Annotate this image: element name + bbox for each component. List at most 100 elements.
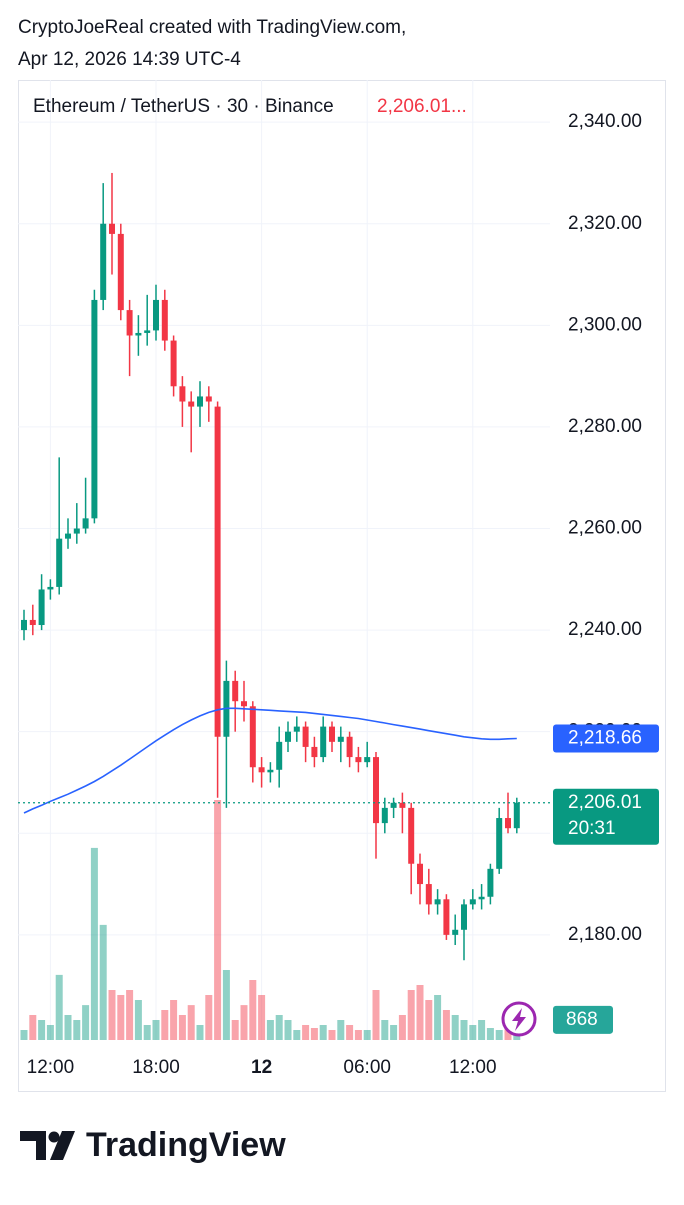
candle-body <box>100 223 107 300</box>
overlays <box>18 707 550 814</box>
candle-body <box>109 223 115 234</box>
volume-bar <box>451 1015 459 1040</box>
candle-body <box>38 589 45 626</box>
volume-bar <box>319 1025 327 1040</box>
candle-body <box>56 538 63 587</box>
candle-body <box>355 757 362 763</box>
volume-bar <box>469 1025 477 1040</box>
volume-bar <box>55 974 63 1040</box>
candle-body <box>417 863 423 885</box>
legend-symbol: Ethereum / TetherUS · 30 · Binance <box>33 96 334 117</box>
volume-bar <box>390 1025 398 1040</box>
candle-body <box>337 736 344 742</box>
volume-bar <box>222 970 230 1040</box>
candle-body <box>73 528 80 534</box>
countdown-label: 20:31 <box>568 818 616 839</box>
candle-body <box>285 731 291 742</box>
volume-bar <box>434 995 442 1040</box>
candle-body <box>478 896 485 900</box>
candle-body <box>390 802 397 808</box>
x-tick-label: 12:00 <box>449 1057 497 1078</box>
ma-line <box>23 707 517 814</box>
volume-label: 868 <box>566 1009 598 1030</box>
chart-frame <box>18 80 666 1092</box>
volume-bar <box>108 990 116 1040</box>
candle-body <box>364 757 371 763</box>
ma-price-box <box>553 724 659 753</box>
candle-body <box>197 396 203 407</box>
candle-body <box>135 332 142 336</box>
candle-body <box>434 899 441 905</box>
candle-body <box>126 310 133 336</box>
volume-bar <box>143 1025 151 1040</box>
candle-body <box>65 533 71 539</box>
volume-bar <box>302 1025 310 1040</box>
candle-body <box>249 706 256 768</box>
candle-body <box>179 386 186 402</box>
volume-bar <box>363 1030 371 1040</box>
candle-body <box>117 233 124 311</box>
volume-bar <box>372 990 380 1040</box>
volume-bar <box>82 1005 90 1040</box>
candle-body <box>399 802 406 808</box>
volume-bar <box>478 1020 486 1040</box>
candle-body <box>258 767 265 773</box>
volume-bar <box>495 1030 503 1040</box>
candle-body <box>425 884 432 905</box>
volume-bar <box>240 1005 248 1040</box>
volume-bar <box>425 1000 433 1040</box>
volume-bar <box>442 1010 450 1040</box>
y-tick-label: 2,180.00 <box>568 924 642 945</box>
ma-price-label: 2,218.66 <box>568 728 642 749</box>
volume-bar <box>381 1020 389 1040</box>
last-price-label: 2,206.01 <box>568 792 642 813</box>
candle-body <box>496 818 503 869</box>
volume-bar <box>99 924 107 1040</box>
volume-bar <box>407 990 415 1040</box>
volume-bar <box>231 1020 239 1040</box>
volume-bar <box>64 1015 72 1040</box>
lightning-icon <box>501 1001 537 1037</box>
candle-body <box>91 299 98 519</box>
x-tick-label: 06:00 <box>343 1057 391 1078</box>
candle-body <box>161 299 168 341</box>
volume-bar <box>258 995 266 1040</box>
volume-bar <box>20 1030 28 1040</box>
candle-body <box>82 518 89 529</box>
candle-body <box>29 619 36 626</box>
volume-bar <box>46 1025 54 1040</box>
candle-body <box>241 701 247 707</box>
volume-bar <box>152 1020 160 1040</box>
volume-pane <box>20 800 521 1040</box>
volume-bar <box>38 1020 46 1040</box>
volume-bar <box>249 980 257 1040</box>
candle-body <box>311 746 318 758</box>
candle-body <box>505 818 511 829</box>
candle-body <box>170 340 177 387</box>
volume-bar <box>275 1015 283 1040</box>
volume-bar <box>126 990 134 1040</box>
volume-bar <box>205 995 213 1040</box>
volume-bar <box>284 1020 292 1040</box>
volume-bar <box>214 800 222 1040</box>
x-tick-label: 12:00 <box>27 1057 75 1078</box>
volume-bar <box>328 1030 336 1040</box>
brand-name: TradingView <box>86 1126 286 1164</box>
candle-body <box>408 807 415 864</box>
candle-body <box>443 899 450 935</box>
volume-bar <box>170 1000 178 1040</box>
volume-bar <box>346 1025 354 1040</box>
volume-bar <box>310 1028 318 1040</box>
candle-body <box>144 330 151 333</box>
candle-body <box>302 726 309 747</box>
candle-body <box>381 807 388 824</box>
volume-bar <box>354 1030 362 1040</box>
last-price-box <box>553 788 659 845</box>
volume-bar <box>196 1025 204 1040</box>
volume-bar <box>187 1005 195 1040</box>
volume-bar <box>293 1030 301 1040</box>
y-tick-label: 2,280.00 <box>568 416 642 437</box>
y-tick-label: 2,340.00 <box>568 111 642 132</box>
volume-bar <box>486 1028 494 1040</box>
